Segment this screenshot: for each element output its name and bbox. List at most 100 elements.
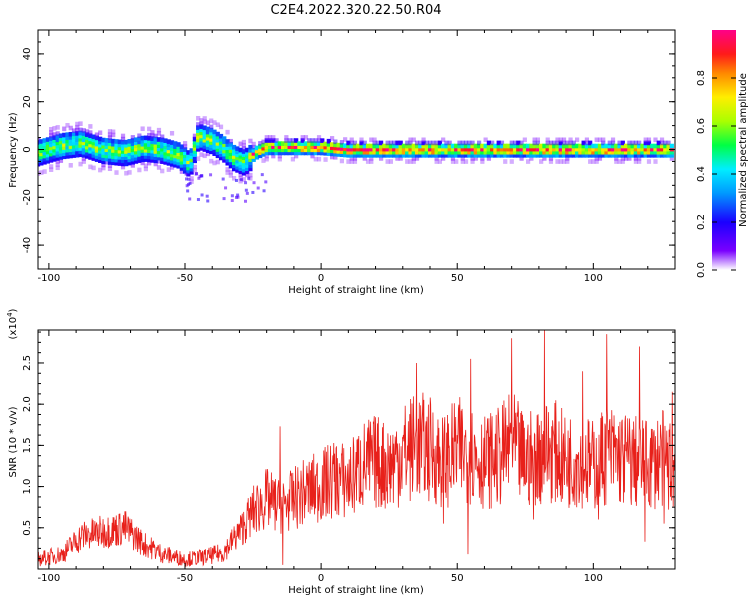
heatmap-cell (78, 161, 83, 167)
heatmap-cell (98, 139, 103, 145)
heatmap-cell (199, 121, 204, 126)
heatmap-cell (202, 116, 207, 121)
heatmap-cell (542, 153, 547, 158)
heatmap-cell (258, 150, 263, 156)
heatmap-cell (111, 160, 116, 166)
heatmap-cell (218, 140, 224, 145)
heatmap-cell (555, 153, 560, 158)
heatmap-cell (656, 140, 661, 146)
heatmap-cell (218, 124, 224, 130)
heatmap-cell (398, 149, 403, 155)
heatmap-cell (457, 140, 462, 146)
heatmap-cell (101, 137, 106, 143)
heatmap-cell (176, 148, 181, 154)
heatmap-cell (85, 141, 90, 147)
heatmap-cell (150, 139, 155, 145)
heatmap-cell (137, 158, 142, 163)
heatmap-cell (512, 146, 518, 152)
heatmap-cell (52, 150, 57, 156)
heatmap-cell (506, 153, 511, 158)
heatmap-cell (532, 143, 537, 149)
heatmap-cell (261, 142, 266, 148)
heatmap-cell (359, 140, 364, 146)
heatmap-cell (55, 131, 60, 136)
heatmap-cell (232, 163, 237, 169)
heatmap-cell (506, 143, 511, 149)
heatmap-cell (473, 156, 478, 161)
heatmap-cell (196, 143, 201, 149)
heatmap-cell (441, 149, 446, 155)
heatmap-cell (503, 143, 508, 149)
heatmap-cell (212, 151, 217, 156)
heatmap-cell (385, 143, 390, 149)
heatmap-cell (594, 143, 599, 149)
heatmap-cell (137, 152, 142, 157)
heatmap-cell (356, 146, 361, 152)
heatmap-cell (444, 149, 449, 155)
heatmap-cell (94, 154, 99, 159)
heatmap-cell (196, 128, 201, 134)
heatmap-cell (382, 143, 387, 149)
heatmap-cell (49, 154, 54, 160)
heatmap-cell (147, 145, 152, 150)
heatmap-cell (124, 170, 129, 176)
heatmap-cell (153, 149, 158, 154)
heatmap-cell (156, 140, 162, 145)
heatmap-cell (228, 157, 233, 163)
heatmap-cell (222, 148, 227, 154)
heatmap-cell (39, 157, 44, 163)
heatmap-cell (150, 136, 155, 141)
heatmap-cell (209, 118, 214, 124)
heatmap-cell (522, 153, 527, 158)
heatmap-cell (480, 159, 485, 164)
heatmap-cell (307, 144, 312, 150)
heatmap-cell (604, 149, 609, 155)
heatmap-cell (379, 140, 384, 146)
heatmap-cell (248, 154, 253, 159)
heatmap-cell (248, 144, 253, 150)
heatmap-cell (372, 149, 377, 155)
heatmap-cell (584, 153, 589, 158)
heatmap-cell (548, 156, 554, 161)
heatmap-cell (316, 156, 322, 162)
heatmap-cell (196, 131, 201, 137)
heatmap-cell (134, 149, 139, 155)
heatmap-cell (408, 159, 413, 164)
heatmap-cell (307, 138, 312, 143)
heatmap-cell (212, 145, 217, 150)
heatmap-cell (627, 149, 632, 155)
heatmap-cell (565, 159, 570, 164)
y-tick-label: -40 (22, 237, 33, 253)
heatmap-cell (71, 143, 77, 149)
heatmap-cell (78, 143, 83, 148)
heatmap-cell (421, 137, 426, 143)
heatmap-cell (454, 149, 459, 155)
heatmap-cell (150, 155, 155, 160)
heatmap-cell (202, 147, 207, 152)
snr-x-ticks: -100 -50 0 50 100 (38, 330, 676, 584)
heatmap-cell (614, 146, 619, 152)
heatmap-cell (235, 152, 240, 158)
heatmap-cell (140, 160, 145, 166)
heatmap-cell (460, 153, 465, 158)
heatmap-cell (188, 197, 192, 201)
heatmap-cell (222, 139, 227, 145)
heatmap-cell (568, 143, 573, 149)
heatmap-cell (277, 141, 282, 146)
heatmap-cell (379, 149, 384, 155)
heatmap-cell (601, 137, 606, 143)
heatmap-cell (581, 143, 586, 149)
heatmap-cell (666, 149, 671, 155)
heatmap-cell (486, 140, 491, 146)
heatmap-cell (277, 150, 282, 156)
heatmap-cell (571, 143, 576, 149)
heatmap-cell (85, 129, 90, 134)
heatmap-cell (323, 147, 328, 153)
heatmap-cell (85, 138, 90, 144)
heatmap-cell (467, 149, 472, 155)
heatmap-cell (356, 153, 361, 158)
heatmap-cell (205, 139, 211, 144)
heatmap-cell (529, 153, 534, 158)
heatmap-cell (561, 159, 567, 164)
heatmap-cell (228, 170, 233, 175)
